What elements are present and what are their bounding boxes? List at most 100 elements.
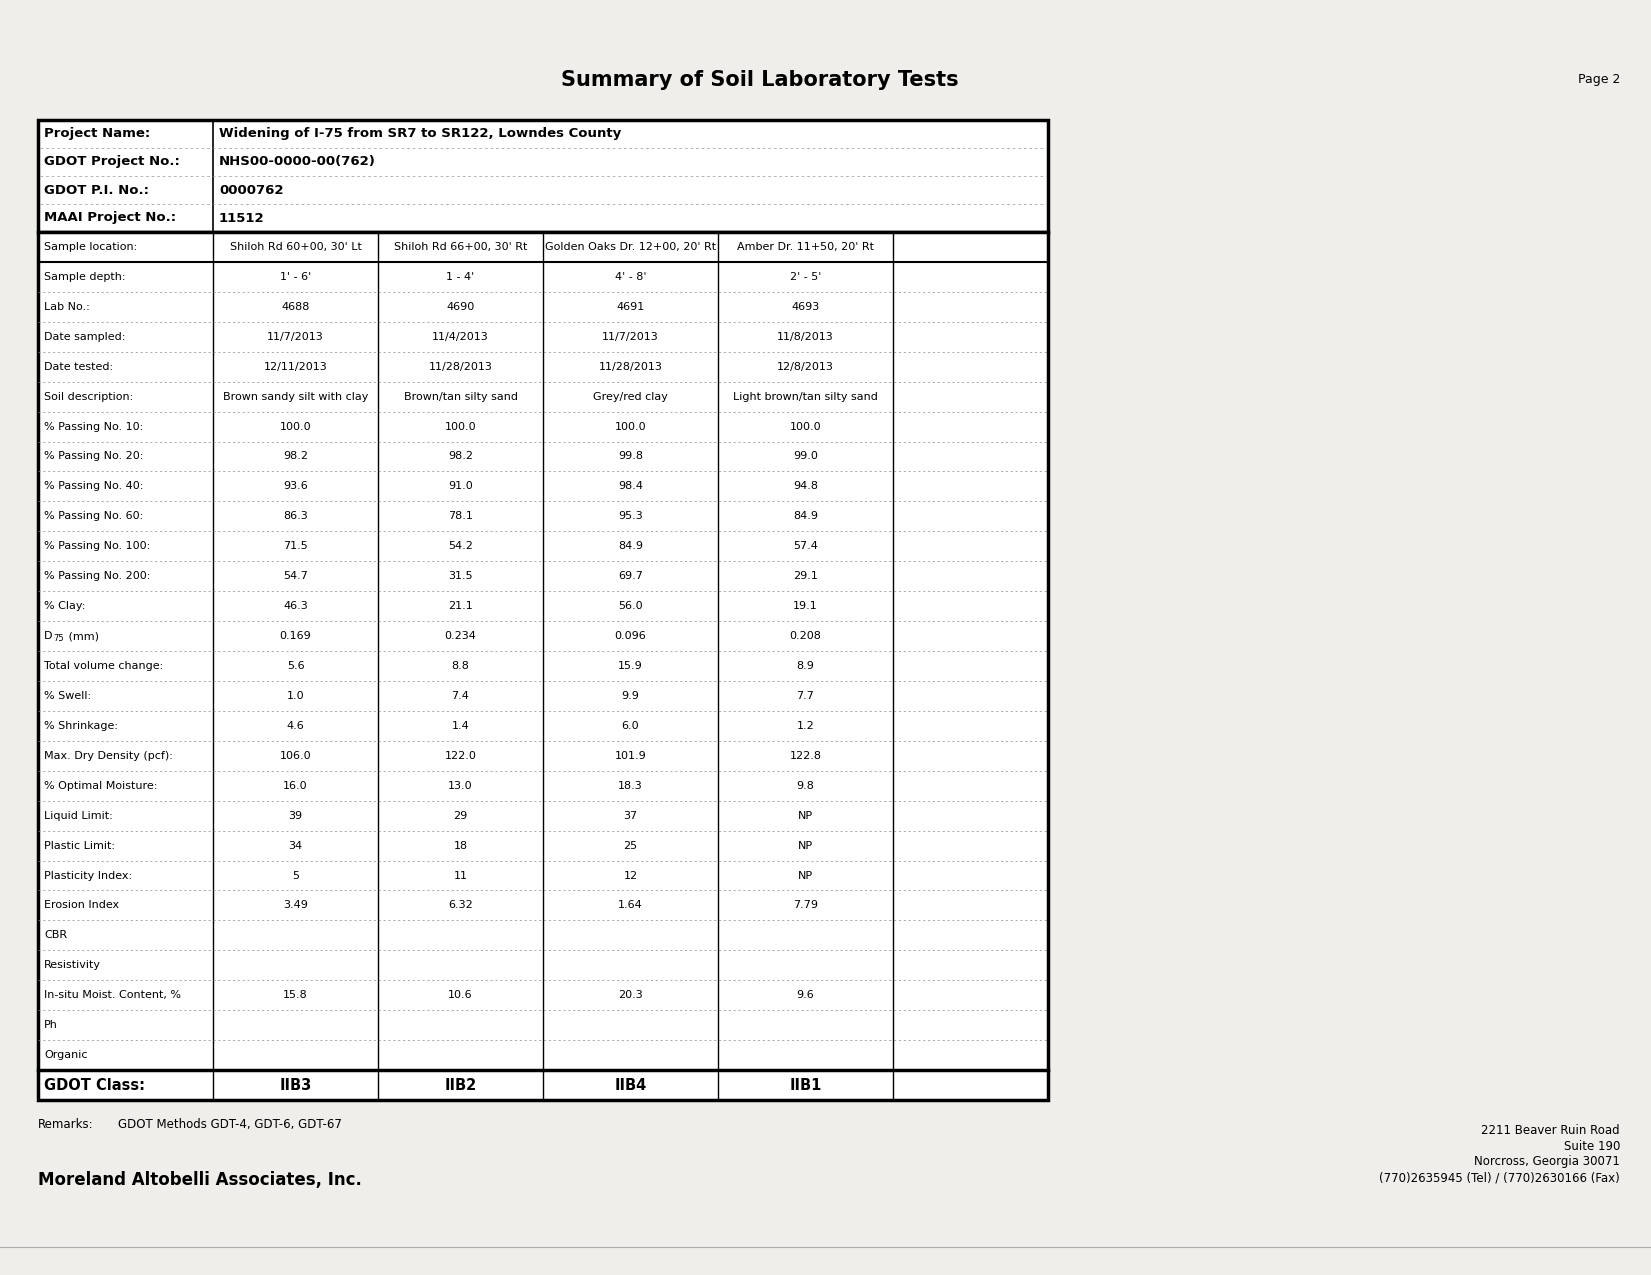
Text: 6.32: 6.32 bbox=[447, 900, 472, 910]
Text: 84.9: 84.9 bbox=[617, 542, 642, 551]
Text: 4' - 8': 4' - 8' bbox=[614, 272, 646, 282]
Text: 94.8: 94.8 bbox=[792, 482, 817, 491]
Text: 98.2: 98.2 bbox=[282, 451, 309, 462]
Text: 31.5: 31.5 bbox=[447, 571, 472, 581]
Text: 75: 75 bbox=[53, 634, 64, 643]
Text: % Passing No. 100:: % Passing No. 100: bbox=[45, 542, 150, 551]
Text: 106.0: 106.0 bbox=[279, 751, 312, 761]
Text: 8.8: 8.8 bbox=[452, 660, 469, 671]
Text: Resistivity: Resistivity bbox=[45, 960, 101, 970]
Text: 8.9: 8.9 bbox=[796, 660, 814, 671]
Text: GDOT Class:: GDOT Class: bbox=[45, 1077, 145, 1093]
Text: Ph: Ph bbox=[45, 1020, 58, 1030]
Text: Brown sandy silt with clay: Brown sandy silt with clay bbox=[223, 391, 368, 402]
Text: 99.8: 99.8 bbox=[617, 451, 642, 462]
Text: Page 2: Page 2 bbox=[1578, 74, 1620, 87]
Text: Project Name:: Project Name: bbox=[45, 128, 150, 140]
Text: 56.0: 56.0 bbox=[617, 601, 642, 611]
Text: (mm): (mm) bbox=[64, 631, 99, 641]
Text: Date sampled:: Date sampled: bbox=[45, 332, 125, 342]
Text: 21.1: 21.1 bbox=[447, 601, 472, 611]
Text: 86.3: 86.3 bbox=[282, 511, 307, 521]
Text: IIB4: IIB4 bbox=[614, 1077, 647, 1093]
Text: Erosion Index: Erosion Index bbox=[45, 900, 119, 910]
Text: Grey/red clay: Grey/red clay bbox=[593, 391, 669, 402]
Text: Amber Dr. 11+50, 20' Rt: Amber Dr. 11+50, 20' Rt bbox=[736, 242, 873, 252]
Text: 4691: 4691 bbox=[616, 302, 644, 312]
Text: Shiloh Rd 60+00, 30' Lt: Shiloh Rd 60+00, 30' Lt bbox=[229, 242, 362, 252]
Text: 11/28/2013: 11/28/2013 bbox=[429, 362, 492, 372]
Text: Shiloh Rd 66+00, 30' Rt: Shiloh Rd 66+00, 30' Rt bbox=[395, 242, 527, 252]
Text: % Passing No. 40:: % Passing No. 40: bbox=[45, 482, 144, 491]
Text: 0.096: 0.096 bbox=[614, 631, 647, 641]
Text: Total volume change:: Total volume change: bbox=[45, 660, 163, 671]
Text: Widening of I-75 from SR7 to SR122, Lowndes County: Widening of I-75 from SR7 to SR122, Lown… bbox=[220, 128, 621, 140]
Bar bbox=[38, 120, 1048, 232]
Text: Remarks:: Remarks: bbox=[38, 1118, 94, 1131]
Text: 1.2: 1.2 bbox=[797, 720, 814, 731]
Bar bbox=[38, 120, 1048, 232]
Text: 46.3: 46.3 bbox=[282, 601, 307, 611]
Text: Light brown/tan silty sand: Light brown/tan silty sand bbox=[733, 391, 878, 402]
Text: % Shrinkage:: % Shrinkage: bbox=[45, 720, 117, 731]
Text: 1 - 4': 1 - 4' bbox=[446, 272, 474, 282]
Text: Golden Oaks Dr. 12+00, 20' Rt: Golden Oaks Dr. 12+00, 20' Rt bbox=[545, 242, 717, 252]
Text: 0.169: 0.169 bbox=[279, 631, 312, 641]
Text: 4.6: 4.6 bbox=[287, 720, 304, 731]
Text: 11: 11 bbox=[454, 871, 467, 881]
Text: 71.5: 71.5 bbox=[282, 542, 307, 551]
Text: Norcross, Georgia 30071: Norcross, Georgia 30071 bbox=[1474, 1155, 1620, 1168]
Text: 19.1: 19.1 bbox=[792, 601, 817, 611]
Text: 1.0: 1.0 bbox=[287, 691, 304, 701]
Text: 4693: 4693 bbox=[791, 302, 819, 312]
Text: % Clay:: % Clay: bbox=[45, 601, 86, 611]
Text: 101.9: 101.9 bbox=[614, 751, 647, 761]
Text: 29: 29 bbox=[454, 811, 467, 821]
Text: 91.0: 91.0 bbox=[447, 482, 472, 491]
Text: Sample location:: Sample location: bbox=[45, 242, 137, 252]
Text: 29.1: 29.1 bbox=[792, 571, 817, 581]
Text: CBR: CBR bbox=[45, 931, 68, 941]
Text: Brown/tan silty sand: Brown/tan silty sand bbox=[403, 391, 517, 402]
Text: 11/7/2013: 11/7/2013 bbox=[603, 332, 659, 342]
Text: Plasticity Index:: Plasticity Index: bbox=[45, 871, 132, 881]
Text: 100.0: 100.0 bbox=[444, 422, 475, 431]
Text: 3.49: 3.49 bbox=[282, 900, 309, 910]
Text: 69.7: 69.7 bbox=[617, 571, 642, 581]
Text: 100.0: 100.0 bbox=[614, 422, 646, 431]
Bar bbox=[38, 232, 1048, 1100]
Text: 98.2: 98.2 bbox=[447, 451, 472, 462]
Text: 11/7/2013: 11/7/2013 bbox=[267, 332, 324, 342]
Text: D: D bbox=[45, 631, 53, 641]
Text: 12/11/2013: 12/11/2013 bbox=[264, 362, 327, 372]
Text: 0.208: 0.208 bbox=[789, 631, 822, 641]
Text: GDOT Project No.:: GDOT Project No.: bbox=[45, 156, 180, 168]
Text: 11/28/2013: 11/28/2013 bbox=[599, 362, 662, 372]
Text: 122.0: 122.0 bbox=[444, 751, 477, 761]
Text: Summary of Soil Laboratory Tests: Summary of Soil Laboratory Tests bbox=[561, 70, 959, 91]
Text: Liquid Limit:: Liquid Limit: bbox=[45, 811, 112, 821]
Text: Plastic Limit:: Plastic Limit: bbox=[45, 840, 116, 850]
Text: 18.3: 18.3 bbox=[617, 780, 642, 790]
Text: 9.9: 9.9 bbox=[621, 691, 639, 701]
Text: % Passing No. 20:: % Passing No. 20: bbox=[45, 451, 144, 462]
Text: MAAI Project No.:: MAAI Project No.: bbox=[45, 212, 177, 224]
Text: 122.8: 122.8 bbox=[789, 751, 822, 761]
Text: NP: NP bbox=[797, 871, 812, 881]
Bar bbox=[38, 232, 1048, 1100]
Text: % Passing No. 60:: % Passing No. 60: bbox=[45, 511, 144, 521]
Text: Suite 190: Suite 190 bbox=[1563, 1140, 1620, 1153]
Text: 78.1: 78.1 bbox=[447, 511, 472, 521]
Text: 57.4: 57.4 bbox=[792, 542, 817, 551]
Text: IIB1: IIB1 bbox=[789, 1077, 822, 1093]
Text: 10.6: 10.6 bbox=[447, 991, 472, 1001]
Text: % Passing No. 10:: % Passing No. 10: bbox=[45, 422, 144, 431]
Text: 93.6: 93.6 bbox=[282, 482, 307, 491]
Text: 54.7: 54.7 bbox=[282, 571, 309, 581]
Text: % Passing No. 200:: % Passing No. 200: bbox=[45, 571, 150, 581]
Text: 2' - 5': 2' - 5' bbox=[789, 272, 821, 282]
Text: % Optimal Moisture:: % Optimal Moisture: bbox=[45, 780, 157, 790]
Text: 11/4/2013: 11/4/2013 bbox=[433, 332, 489, 342]
Text: Date tested:: Date tested: bbox=[45, 362, 114, 372]
Text: 95.3: 95.3 bbox=[617, 511, 642, 521]
